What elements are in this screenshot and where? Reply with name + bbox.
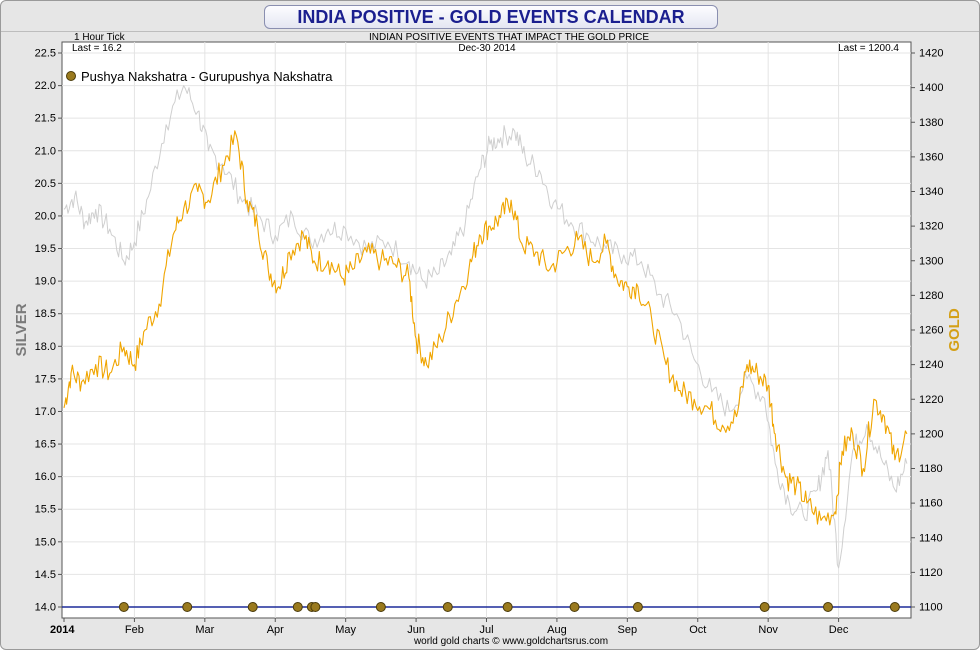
right-tick-label: 1320 xyxy=(919,221,943,233)
gold-last-value: Last = 1200.4 xyxy=(838,43,899,54)
event-marker xyxy=(182,602,193,612)
right-tick-label: 1120 xyxy=(919,567,943,579)
left-tick-label: 22.5 xyxy=(35,48,56,60)
event-marker xyxy=(118,602,129,612)
event-marker xyxy=(292,602,303,612)
right-tick-label: 1260 xyxy=(919,325,943,337)
right-tick-label: 1420 xyxy=(919,48,943,60)
x-tick-label: May xyxy=(335,624,356,636)
silver-last-value: Last = 16.2 xyxy=(72,43,122,54)
event-marker xyxy=(247,602,258,612)
right-tick-label: 1360 xyxy=(919,151,943,163)
event-marker xyxy=(502,602,513,612)
x-tick-label: Mar xyxy=(195,624,214,636)
tick-interval-label: 1 Hour Tick xyxy=(74,32,126,43)
gold-axis-title: GOLD xyxy=(946,308,963,351)
x-tick-label: Aug xyxy=(547,624,567,636)
left-tick-label: 16.0 xyxy=(35,471,56,483)
right-tick-label: 1160 xyxy=(919,498,943,510)
x-tick-label: Jun xyxy=(407,624,425,636)
event-marker xyxy=(759,602,770,612)
chart-subtitle: INDIAN POSITIVE EVENTS THAT IMPACT THE G… xyxy=(369,32,649,43)
event-marker xyxy=(632,602,643,612)
gridlines xyxy=(62,42,911,618)
event-markers xyxy=(118,602,900,612)
left-tick-label: 15.0 xyxy=(35,536,56,548)
legend-event-marker xyxy=(66,71,76,81)
x-tick-label: Apr xyxy=(267,624,284,636)
event-marker xyxy=(823,602,834,612)
left-tick-label: 15.5 xyxy=(35,504,56,516)
right-tick-label: 1200 xyxy=(919,428,943,440)
left-tick-label: 21.5 xyxy=(35,113,56,125)
right-tick-label: 1380 xyxy=(919,117,943,129)
right-tick-label: 1400 xyxy=(919,82,943,94)
event-marker xyxy=(569,602,580,612)
x-tick-label: 2014 xyxy=(50,624,75,636)
x-tick-label: Oct xyxy=(689,624,706,636)
event-marker xyxy=(889,602,900,612)
event-marker xyxy=(375,602,386,612)
x-tick-label: Dec xyxy=(829,624,849,636)
left-tick-label: 17.5 xyxy=(35,373,56,385)
gold-line xyxy=(63,130,908,526)
silver-axis-title: SILVER xyxy=(13,303,30,356)
x-tick-label: Jul xyxy=(479,624,493,636)
left-tick-label: 16.5 xyxy=(35,439,56,451)
chart-title: INDIA POSITIVE - GOLD EVENTS CALENDAR xyxy=(264,5,718,29)
date-label: Dec-30 2014 xyxy=(458,43,516,54)
left-tick-label: 14.0 xyxy=(35,602,56,614)
footer-credit: world gold charts © www.goldchartsrus.co… xyxy=(413,636,608,647)
silver-line xyxy=(63,85,908,569)
left-tick-label: 21.0 xyxy=(35,145,56,157)
left-tick-label: 22.0 xyxy=(35,80,56,92)
x-tick-label: Sep xyxy=(618,624,638,636)
left-tick-label: 18.5 xyxy=(35,308,56,320)
left-tick-label: 17.0 xyxy=(35,406,56,418)
axes: 14.0 14.5 15.0 15.5 16.0 16.5 17.0 17.5 18.0 18.5… xyxy=(35,48,944,637)
right-tick-label: 1140 xyxy=(919,532,943,544)
left-tick-label: 20.5 xyxy=(35,178,56,190)
x-tick-label: Feb xyxy=(125,624,144,636)
series-layer xyxy=(63,85,908,569)
right-tick-label: 1100 xyxy=(919,602,943,614)
legend-label: Pushya Nakshatra - Gurupushya Nakshatra xyxy=(81,69,333,84)
event-marker xyxy=(310,602,321,612)
title-bar: INDIA POSITIVE - GOLD EVENTS CALENDAR xyxy=(1,1,979,32)
right-tick-label: 1220 xyxy=(919,394,943,406)
right-tick-label: 1300 xyxy=(919,255,943,267)
left-tick-label: 19.5 xyxy=(35,243,56,255)
left-tick-label: 19.0 xyxy=(35,276,56,288)
left-tick-label: 20.0 xyxy=(35,210,56,222)
right-tick-label: 1240 xyxy=(919,359,943,371)
x-tick-label: Nov xyxy=(758,624,778,636)
right-tick-label: 1280 xyxy=(919,290,943,302)
left-tick-label: 18.0 xyxy=(35,341,56,353)
right-tick-label: 1180 xyxy=(919,463,943,475)
right-tick-label: 1340 xyxy=(919,186,943,198)
left-tick-label: 14.5 xyxy=(35,569,56,581)
event-marker xyxy=(442,602,453,612)
